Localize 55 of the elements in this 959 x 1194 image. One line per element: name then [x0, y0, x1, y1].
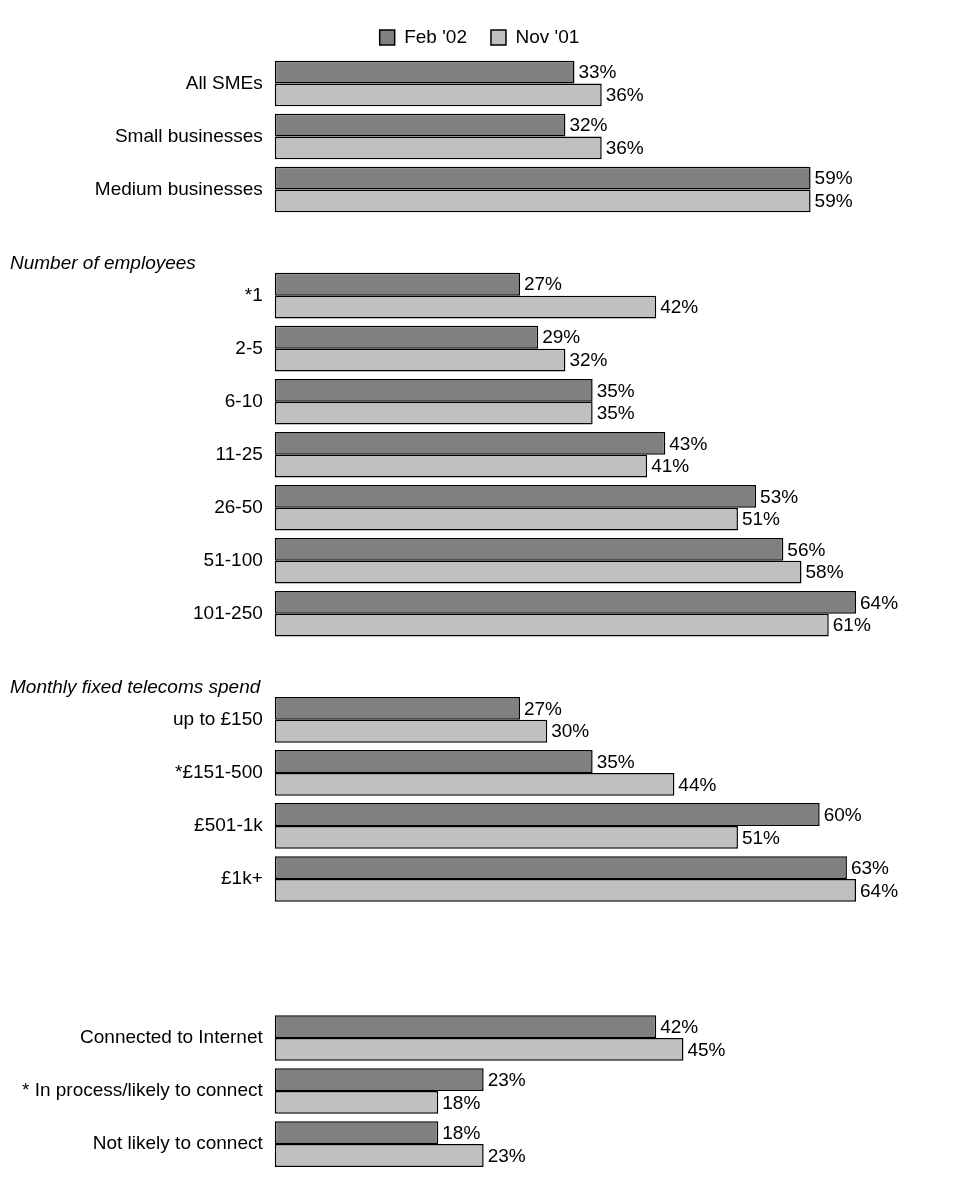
data-label: 30%: [551, 720, 590, 742]
y-tick-label: 26-50: [214, 495, 263, 517]
y-tick-label: up to £150: [172, 708, 263, 730]
legend-label: Nov '01: [515, 25, 580, 47]
data-label: 56%: [787, 538, 826, 560]
data-label: 43%: [669, 432, 708, 454]
text: Monthly fixed telecoms spend: [10, 676, 262, 698]
data-label: 27%: [523, 697, 563, 719]
data-label: 60%: [823, 803, 862, 825]
data-label: 23%: [487, 1068, 526, 1090]
data-label: 29%: [542, 326, 581, 348]
data-label: 32%: [569, 349, 608, 371]
y-tick-label: Medium businesses: [94, 177, 263, 199]
data-label: 63%: [850, 856, 890, 878]
data-label: 53%: [760, 485, 799, 507]
data-label: 51%: [741, 826, 781, 848]
text: Number of employees: [10, 251, 197, 273]
data-label: 44%: [678, 773, 717, 795]
y-tick-label: *£151-500: [175, 761, 263, 783]
data-label: 59%: [814, 167, 853, 189]
data-label: 33%: [578, 61, 617, 83]
data-label: 58%: [805, 561, 844, 583]
legend-label: Feb '02: [404, 25, 467, 47]
data-label: 27%: [523, 273, 563, 295]
data-label: 23%: [487, 1144, 526, 1166]
data-label: 36%: [605, 137, 644, 159]
y-tick-label: 2-5: [235, 336, 263, 358]
data-label: 51%: [741, 508, 781, 530]
data-label: 41%: [651, 455, 690, 477]
y-tick-label: 51-100: [203, 549, 263, 571]
y-tick-label: Small businesses: [114, 124, 263, 146]
data-label: 35%: [596, 379, 635, 401]
y-tick-label: £501-1k: [194, 814, 264, 836]
data-label: 36%: [605, 84, 644, 106]
y-tick-label: 6-10: [224, 389, 263, 411]
data-label: 42%: [660, 1015, 699, 1037]
y-tick-label: Connected to Internet: [80, 1026, 264, 1048]
data-label: 61%: [832, 614, 871, 636]
data-label: 18%: [442, 1121, 481, 1143]
data-label: 18%: [442, 1091, 481, 1113]
y-tick-label: Not likely to connect: [92, 1132, 264, 1154]
data-label: 42%: [660, 296, 699, 318]
y-tick-label: 11-25: [215, 442, 263, 464]
y-tick-label: *1: [244, 283, 263, 305]
data-label: 32%: [569, 114, 608, 136]
data-label: 35%: [596, 402, 635, 424]
y-tick-label: All SMEs: [185, 71, 263, 93]
y-tick-label: * In process/likely to connect: [21, 1079, 264, 1101]
data-label: 35%: [596, 750, 635, 772]
data-label: 64%: [860, 591, 899, 613]
y-tick-label: £1k+: [221, 867, 263, 889]
y-tick-label: 101-250: [193, 602, 263, 624]
data-label: 59%: [814, 190, 853, 212]
data-label: 64%: [860, 879, 899, 901]
data-label: 45%: [687, 1038, 726, 1060]
